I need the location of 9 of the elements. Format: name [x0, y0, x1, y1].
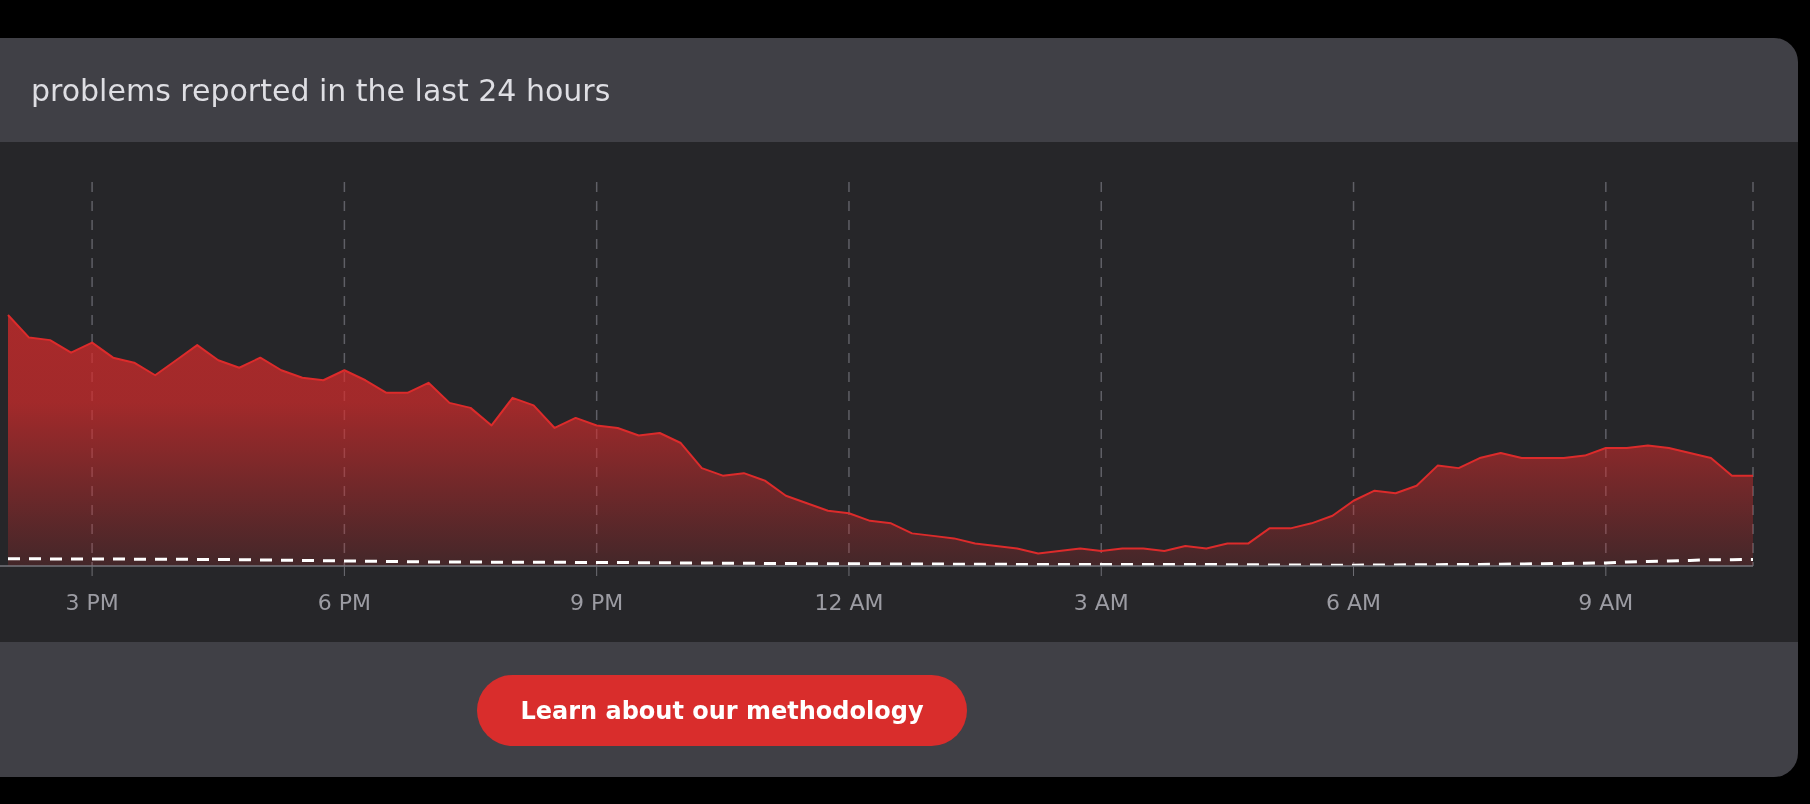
x-tick-label: 6 AM	[1326, 589, 1382, 615]
x-tick-label: 3 AM	[1073, 589, 1129, 615]
pill-button: Learn about our methodology	[477, 675, 967, 746]
x-tick-label: 12 AM	[814, 589, 884, 615]
chart-title: problems reported in the last 24 hours	[31, 71, 611, 110]
x-tick-label: 6 PM	[317, 589, 372, 615]
x-tick-label: 3 PM	[65, 589, 119, 615]
x-tick-label: 9 AM	[1578, 589, 1634, 615]
x-tick-label: 9 PM	[570, 589, 624, 615]
